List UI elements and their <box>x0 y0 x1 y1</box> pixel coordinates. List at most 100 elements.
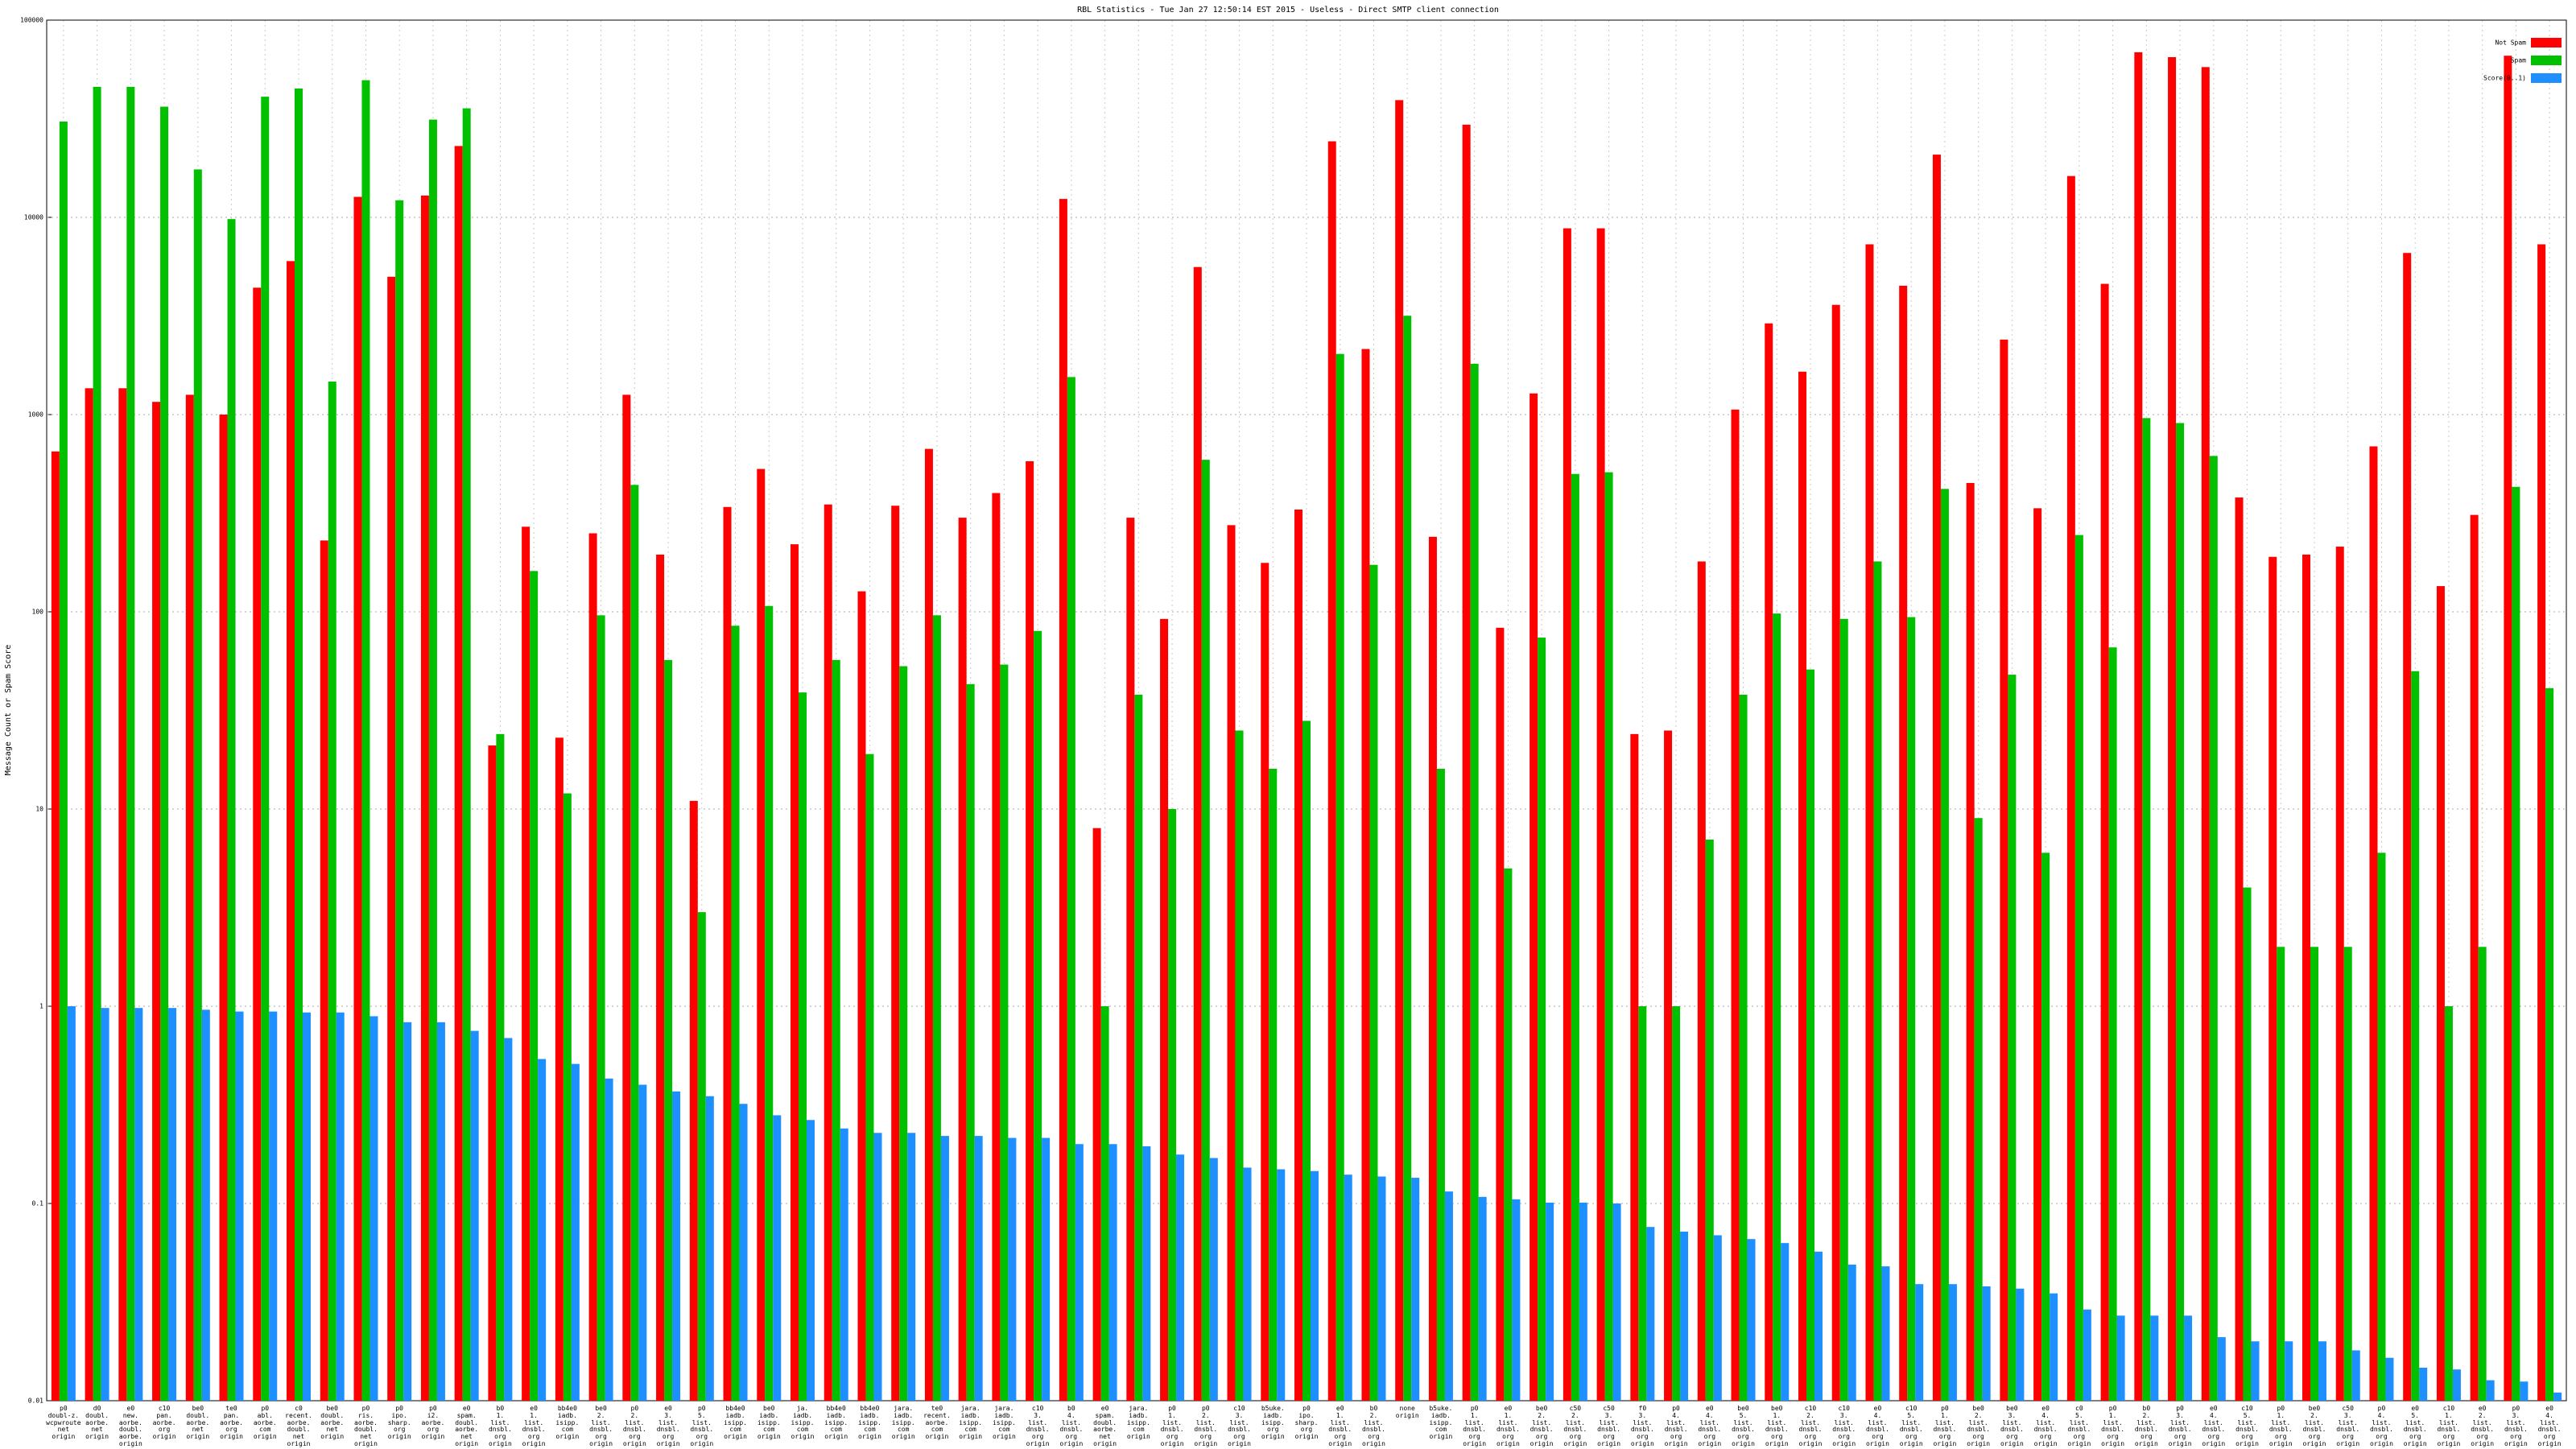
bar <box>1335 353 1344 1402</box>
bar <box>152 402 161 1402</box>
bar <box>958 518 967 1402</box>
bar <box>1201 460 1210 1401</box>
bar <box>428 119 437 1401</box>
legend-swatch <box>2531 73 2562 83</box>
x-tick-label: c10 5. list. dnsbl. org origin <box>2235 1405 2259 1447</box>
x-tick-label: be0 2. list. dnsbl. org origin <box>2302 1405 2326 1447</box>
bar <box>1579 1202 1587 1401</box>
x-tick-label: be0 doubl. aorbe. net origin <box>320 1405 345 1441</box>
bar <box>295 88 303 1402</box>
legend-label: Not Spam <box>2495 39 2526 47</box>
bar <box>664 659 673 1401</box>
bar <box>563 793 572 1401</box>
bar <box>1209 1158 1218 1401</box>
bar <box>160 106 169 1402</box>
bar <box>253 287 262 1401</box>
bar <box>2537 244 2546 1402</box>
bar <box>873 1133 882 1401</box>
bar <box>1948 1284 1957 1401</box>
bar <box>303 1012 311 1401</box>
bar <box>1865 244 1874 1402</box>
x-tick-label: e0 4. list. dnsbl. org origin <box>1698 1405 1722 1447</box>
bar <box>1026 460 1034 1401</box>
x-tick-label: p0 1. list. dnsbl. org origin <box>2268 1405 2293 1447</box>
bar <box>1739 694 1748 1401</box>
bar <box>2016 1288 2025 1401</box>
x-tick-label: c50 3. list. dnsbl. org origin <box>2336 1405 2360 1447</box>
bar <box>1974 818 1983 1401</box>
x-tick-label: p0 1. list. dnsbl. org origin <box>2101 1405 2125 1447</box>
bar <box>2310 947 2318 1401</box>
bar <box>1504 868 1513 1401</box>
bar <box>2285 1341 2293 1401</box>
bar <box>67 1006 76 1401</box>
bar <box>1672 1006 1681 1401</box>
x-tick-label: e0 1. list. dnsbl. org origin <box>1496 1405 1520 1447</box>
x-tick-label: e0 1. list. dnsbl. org origin <box>522 1405 546 1447</box>
x-tick-label: be0 iadb. isipp. com origin <box>757 1405 781 1441</box>
x-tick-label: b0 1. list. dnsbl. org origin <box>488 1405 512 1447</box>
bar <box>261 97 270 1401</box>
bar <box>2116 1315 2125 1401</box>
bar <box>201 1009 210 1401</box>
bar <box>588 533 597 1402</box>
bar <box>2033 508 2042 1401</box>
bar <box>2150 1315 2159 1401</box>
bar <box>353 196 362 1401</box>
bar <box>773 1115 782 1401</box>
legend-label: Spam <box>2511 57 2526 64</box>
bar <box>857 591 866 1401</box>
bar <box>1781 1243 1790 1401</box>
x-tick-label: p0 1. list. dnsbl. org origin <box>1160 1405 1184 1447</box>
bar <box>2142 418 2151 1402</box>
bar <box>2168 57 2177 1402</box>
bar <box>1327 141 1336 1401</box>
bar <box>2134 52 2143 1402</box>
bar <box>1546 1202 1554 1401</box>
bar <box>765 605 774 1401</box>
bar <box>1940 489 1949 1401</box>
x-tick-label: e0 spam. doubl. aorbe. net origin <box>455 1405 479 1447</box>
bar <box>1664 730 1673 1401</box>
bar <box>1470 363 1479 1401</box>
bar <box>1261 563 1269 1401</box>
bar <box>2235 497 2244 1401</box>
bar <box>1806 669 1814 1401</box>
bar <box>1538 638 1546 1401</box>
bar <box>1000 664 1009 1401</box>
bar <box>193 169 202 1401</box>
bar <box>496 733 505 1401</box>
y-tick-label: 10 <box>35 806 43 813</box>
bar <box>1966 482 1975 1402</box>
bar <box>1630 733 1639 1401</box>
bar <box>940 1136 949 1401</box>
bar <box>1596 228 1605 1401</box>
bar <box>1604 472 1613 1402</box>
bar <box>85 388 93 1401</box>
bar <box>1680 1231 1689 1401</box>
bar <box>757 469 766 1401</box>
y-tick-label: 0.1 <box>32 1200 44 1208</box>
x-tick-label: e0 4. list. dnsbl. org origin <box>1866 1405 1889 1447</box>
x-tick-label: c50 2. list. dnsbl. org origin <box>1563 1405 1587 1447</box>
bar <box>597 615 605 1401</box>
bar <box>723 506 732 1402</box>
bar <box>1193 266 1202 1401</box>
bar <box>2100 283 2109 1402</box>
bar <box>1982 1286 1991 1401</box>
bar <box>891 506 900 1401</box>
bar <box>2478 947 2487 1401</box>
x-tick-label: e0 spam. doubl. aorbe. net origin <box>1093 1405 1117 1447</box>
bar <box>1873 561 1882 1401</box>
x-tick-label: be0 2. list. dnsbl. org origin <box>589 1405 613 1447</box>
bar <box>454 146 463 1401</box>
x-tick-label: b0 2. list. dnsbl. org origin <box>2134 1405 2158 1447</box>
y-tick-label: 100 <box>32 609 44 616</box>
x-tick-label: p0 3. list. dnsbl. org origin <box>2168 1405 2192 1447</box>
bar <box>2486 1380 2495 1401</box>
bar <box>1395 100 1404 1402</box>
bar <box>2050 1293 2058 1401</box>
bar <box>1638 1006 1647 1401</box>
